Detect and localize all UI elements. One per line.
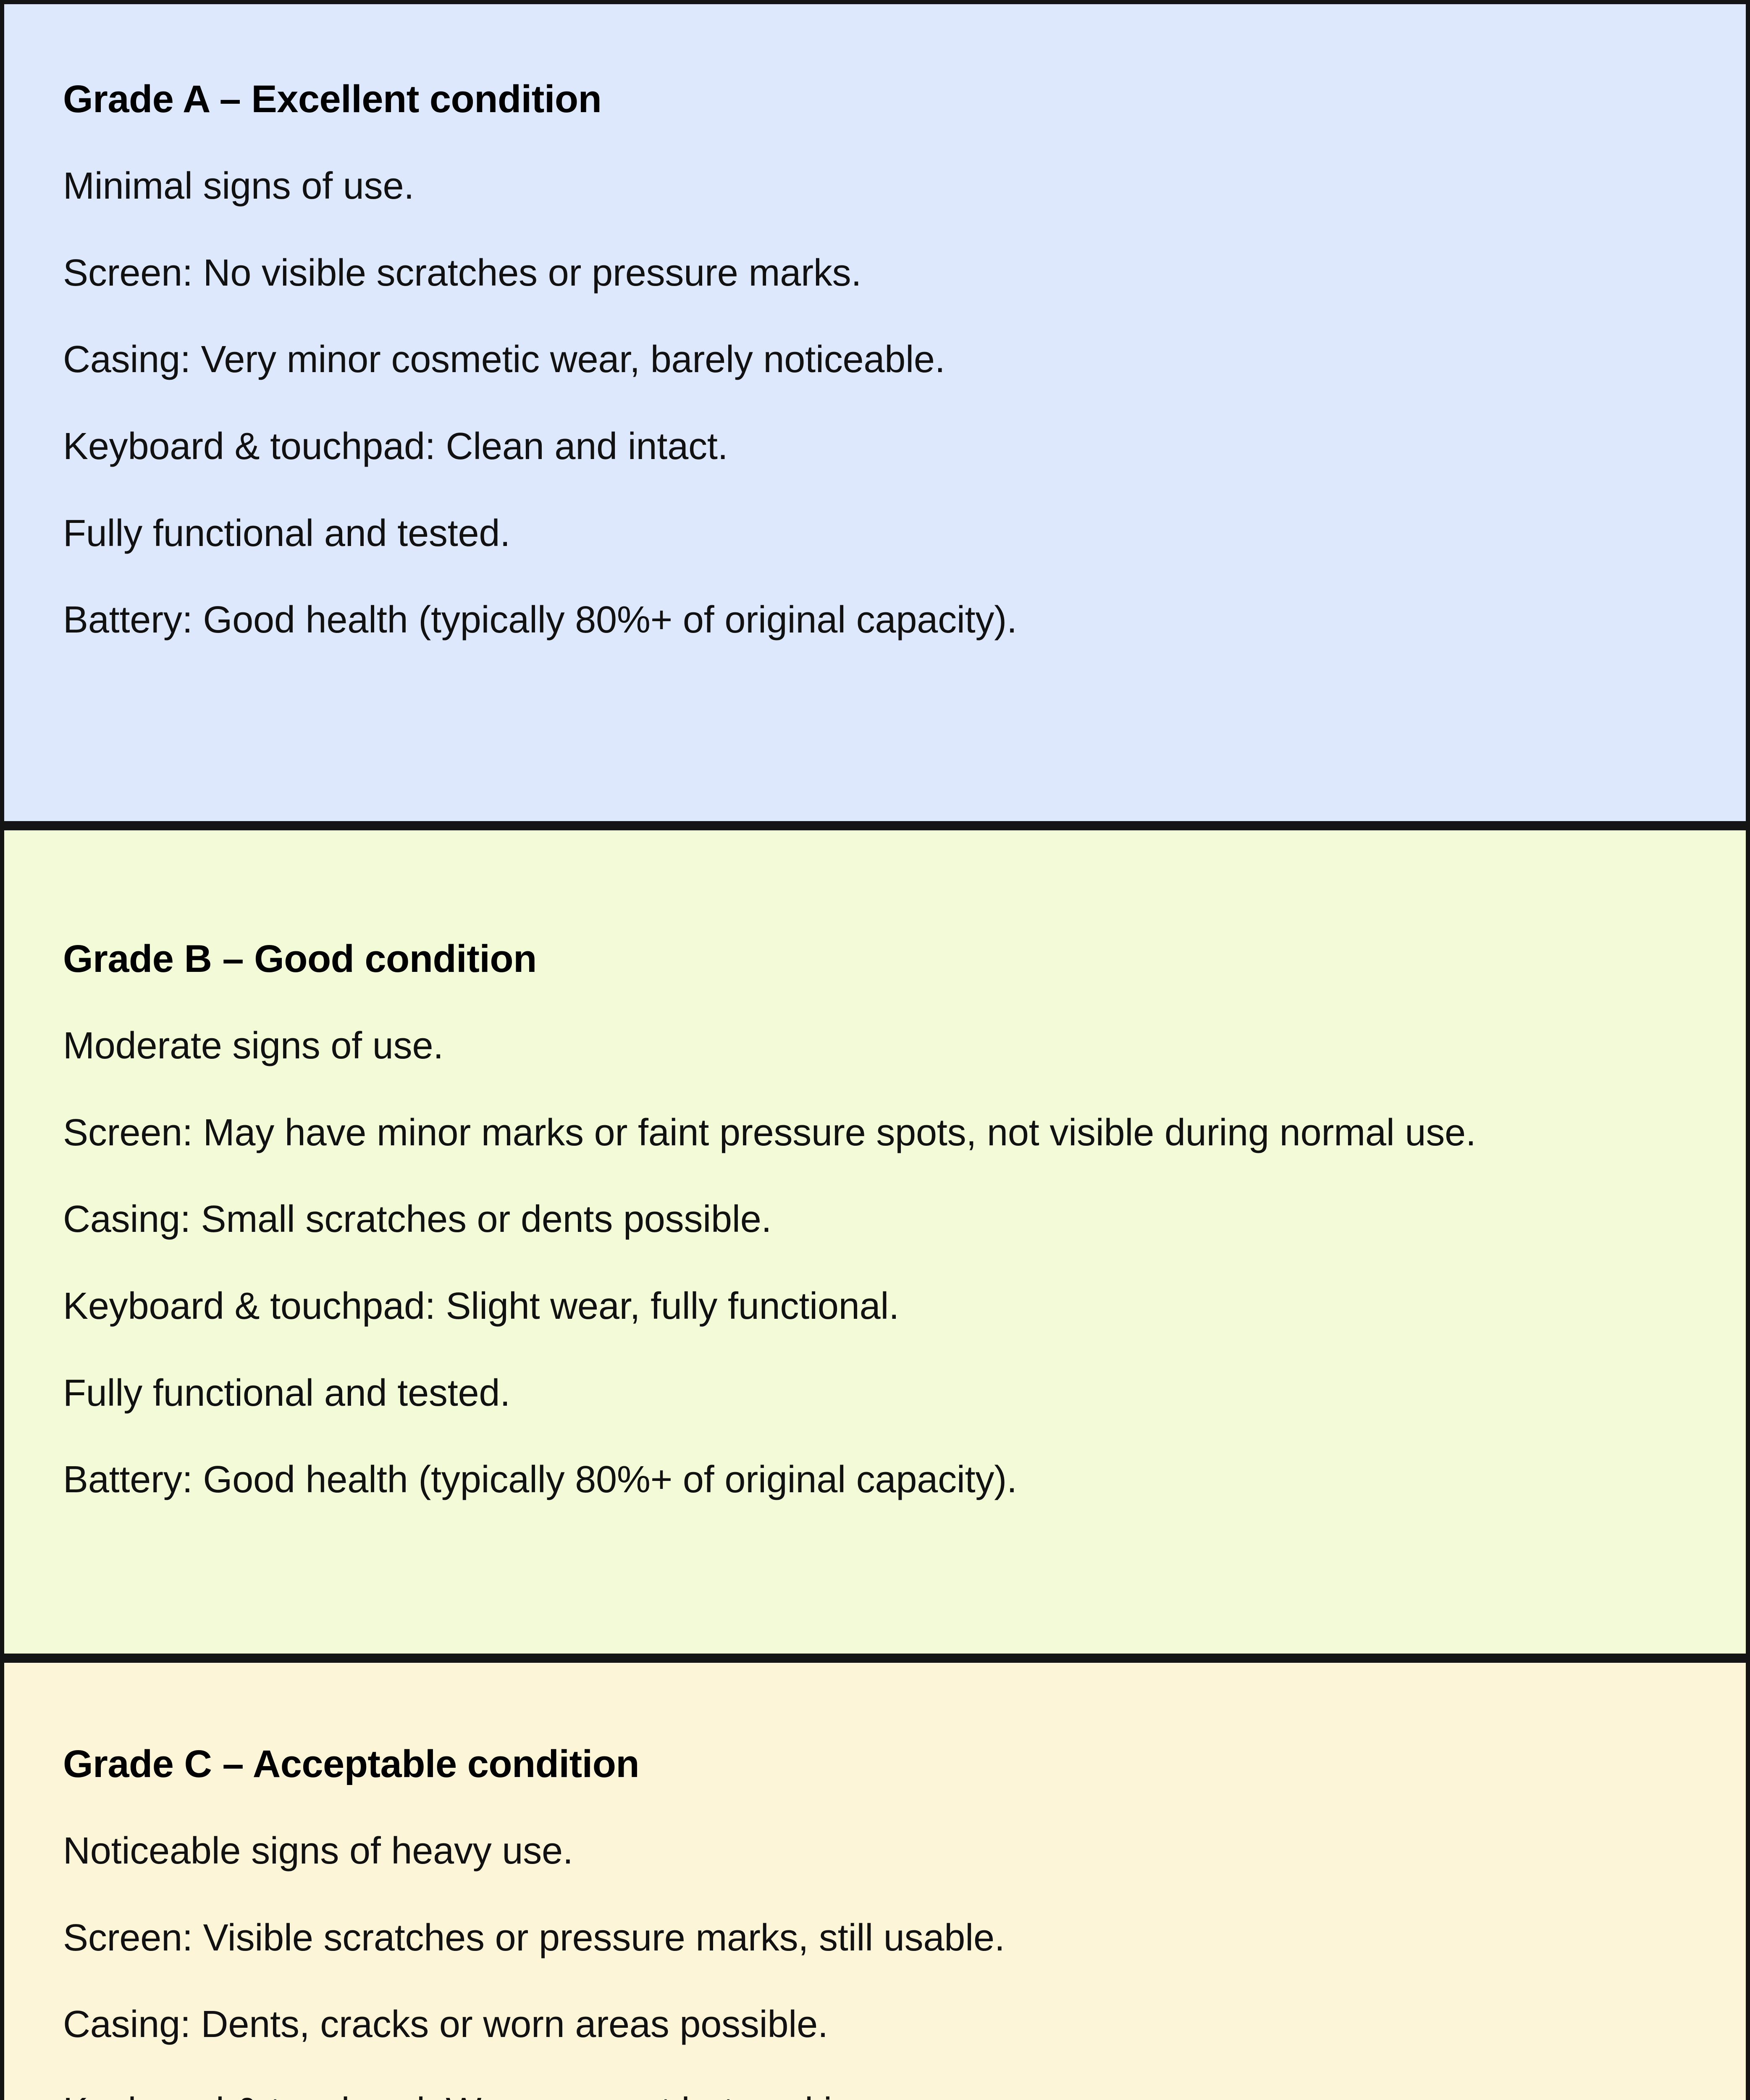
grade-b-line-screen: Screen: May have minor marks or faint pr…	[63, 1111, 1476, 1154]
grade-c-line-casing: Casing: Dents, cracks or worn areas poss…	[63, 2003, 828, 2046]
grade-b-line-keyboard: Keyboard & touchpad: Slight wear, fully …	[63, 1285, 900, 1328]
grade-a-line-functional: Fully functional and tested.	[63, 512, 511, 554]
grade-a-line-overall: Minimal signs of use.	[63, 165, 415, 207]
grade-b-line-battery: Battery: Good health (typically 80%+ of …	[63, 1459, 1017, 1501]
grade-panel-a: Grade A – Excellent condition Minimal si…	[4, 4, 1746, 821]
grade-a-line-casing: Casing: Very minor cosmetic wear, barely…	[63, 339, 945, 381]
grade-c-line-overall: Noticeable signs of heavy use.	[63, 1830, 573, 1872]
grade-a-heading: Grade A – Excellent condition	[63, 78, 602, 121]
grade-panel-c: Grade C – Acceptable condition Noticeabl…	[4, 1663, 1746, 2100]
grade-c-line-keyboard: Keyboard & touchpad: Wear present but wo…	[63, 2090, 1558, 2100]
grade-a-line-screen: Screen: No visible scratches or pressure…	[63, 252, 862, 294]
divider-grade-a-b	[4, 821, 1746, 830]
grade-b-heading: Grade B – Good condition	[63, 937, 537, 980]
grade-b-line-functional: Fully functional and tested.	[63, 1372, 511, 1414]
grade-b-line-overall: Moderate signs of use.	[63, 1025, 444, 1067]
grade-b-line-casing: Casing: Small scratches or dents possibl…	[63, 1198, 772, 1241]
grade-a-line-battery: Battery: Good health (typically 80%+ of …	[63, 599, 1017, 641]
grade-c-line-screen: Screen: Visible scratches or pressure ma…	[63, 1916, 1005, 1959]
grade-a-line-keyboard: Keyboard & touchpad: Clean and intact.	[63, 425, 728, 468]
grade-c-heading: Grade C – Acceptable condition	[63, 1743, 640, 1785]
grade-panel-b: Grade B – Good condition Moderate signs …	[4, 830, 1746, 1654]
divider-grade-b-c	[4, 1654, 1746, 1663]
